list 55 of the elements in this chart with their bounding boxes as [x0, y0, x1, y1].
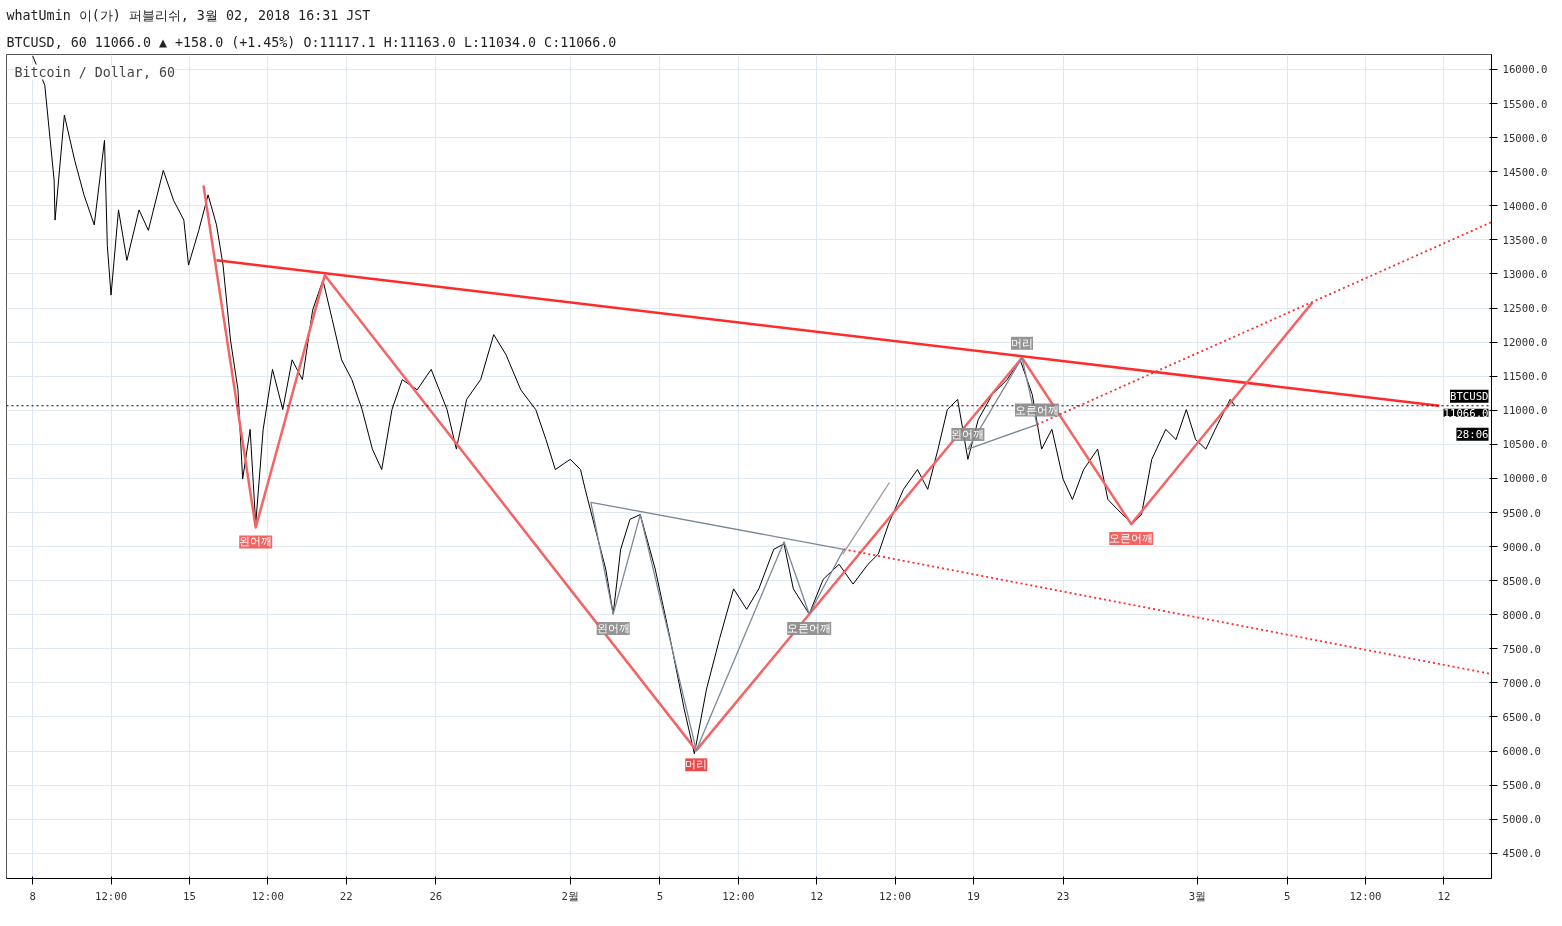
y-tick-label: 11500.0	[1502, 370, 1548, 384]
annotation: 머리	[685, 758, 708, 772]
x-tick-label: 12:00	[251, 889, 284, 903]
annotation: Bitcoin / Dollar, 60	[14, 64, 175, 80]
y-tick-label: 16000.0	[1502, 63, 1548, 77]
y-tick-label: 15000.0	[1502, 131, 1548, 145]
chart-title: whatUmin 이(가) 퍼블리쉬, 3월 02, 2018 16:31 JST	[6, 7, 371, 23]
x-tick-label: 12	[810, 889, 824, 903]
y-tick-label: 4500.0	[1502, 847, 1541, 861]
y-tick-label: 8000.0	[1502, 608, 1541, 622]
y-tick-label: 10500.0	[1502, 438, 1548, 452]
y-tick-label: 12000.0	[1502, 336, 1548, 350]
y-tick-label: 10000.0	[1502, 472, 1548, 486]
x-tick-label: 8	[29, 889, 36, 903]
x-tick-label: 15	[183, 889, 196, 903]
x-tick-label: 12:00	[95, 889, 128, 903]
x-tick-label: 12:00	[722, 889, 755, 903]
x-tick-label: 26	[429, 889, 443, 903]
x-tick-label: 23	[1056, 889, 1070, 903]
x-tick-label: 5	[656, 889, 664, 903]
y-tick-label: 6500.0	[1502, 710, 1541, 724]
x-tick-label: 12:00	[879, 889, 912, 903]
y-tick-label: 9000.0	[1502, 540, 1541, 554]
annotation: 왼어깨	[951, 428, 985, 442]
annotation: 오른어깨	[1109, 532, 1154, 546]
x-tick-label: 5	[1283, 889, 1291, 903]
y-tick-label: 11000.0	[1502, 404, 1548, 418]
y-tick-label: 9500.0	[1502, 506, 1541, 520]
annotation: 오른어깨	[1014, 403, 1059, 417]
y-tick-label: 14500.0	[1502, 165, 1548, 179]
x-tick-label: 12	[1437, 889, 1451, 903]
annotation: 11066.0	[1443, 406, 1489, 420]
x-tick-label: 22	[339, 889, 353, 903]
x-tick-label: 2월	[561, 889, 579, 903]
y-tick-label: 7000.0	[1502, 676, 1541, 690]
y-tick-label: 12500.0	[1502, 302, 1548, 316]
y-tick-label: 15500.0	[1502, 97, 1548, 111]
x-tick-label: 19	[967, 889, 980, 903]
y-tick-label: 13000.0	[1502, 267, 1548, 281]
y-tick-label: 8500.0	[1502, 574, 1541, 588]
y-tick-label: 7500.0	[1502, 642, 1541, 656]
y-tick-label: 5000.0	[1502, 813, 1541, 827]
annotation: 왼어깨	[596, 622, 630, 636]
annotation: 왼어깨	[239, 535, 273, 549]
y-tick-label: 6000.0	[1502, 745, 1541, 759]
y-tick-label: 5500.0	[1502, 779, 1541, 793]
chart-subtitle: BTCUSD, 60 11066.0 ▲ +158.0 (+1.45%) O:11117.1 H:11163.0 L:11034.0 C:11066.0	[6, 34, 617, 50]
annotation: 28:06	[1456, 427, 1489, 441]
annotation: 오른어깨	[787, 622, 832, 636]
y-tick-label: 14000.0	[1502, 199, 1548, 213]
x-tick-label: 12:00	[1349, 889, 1382, 903]
annotation: 머리	[1011, 336, 1034, 350]
ref-line-label: BTCUSD	[1450, 389, 1489, 403]
x-tick-label: 3월	[1188, 889, 1207, 903]
y-tick-label: 13500.0	[1502, 233, 1548, 247]
